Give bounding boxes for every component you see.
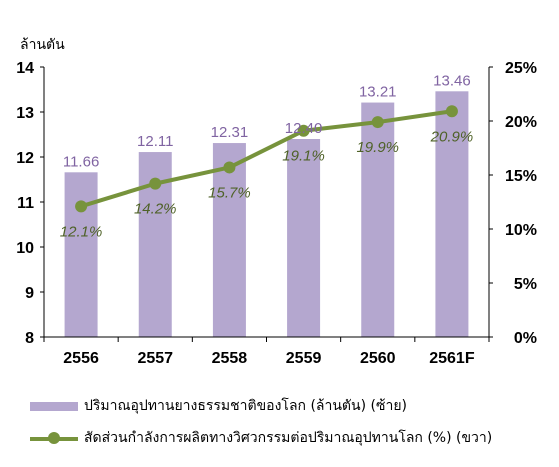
line-value-label: 19.1% — [282, 148, 325, 165]
bar-value-label: 13.46 — [433, 72, 471, 89]
y-right-tick-label: 20% — [505, 114, 537, 131]
line-value-label: 20.9% — [430, 128, 474, 145]
line-point-2560 — [371, 116, 384, 129]
y-right-tick-label: 10% — [505, 222, 537, 239]
x-tick-label: 2558 — [212, 350, 248, 367]
legend-line-label: สัดส่วนกำลังการผลิตทางวิศวกรรมต่อปริมาณอ… — [84, 430, 493, 446]
x-tick-label: 2561F — [429, 350, 475, 367]
legend-bar-swatch — [30, 401, 78, 411]
y-right-tick-label: 25% — [505, 60, 537, 77]
x-tick-label: 2556 — [63, 350, 99, 367]
line-value-label: 14.2% — [134, 201, 177, 218]
y-left-tick-label: 12 — [16, 150, 34, 167]
y-left-tick-label: 13 — [16, 105, 34, 122]
line-value-label: 15.7% — [208, 184, 251, 201]
y-right-tick-label: 5% — [514, 276, 537, 293]
y-right-tick-label: 15% — [505, 168, 537, 185]
bar-value-label: 12.40 — [285, 120, 323, 137]
line-point-2557 — [149, 177, 162, 190]
y-left-tick-label: 9 — [25, 285, 34, 302]
x-tick-label: 2559 — [286, 350, 322, 367]
y-left-tick-label: 10 — [16, 240, 34, 257]
bar-value-label: 12.11 — [137, 133, 173, 150]
y-axis-left-label: ล้านตัน — [20, 37, 65, 53]
line-point-2561F — [445, 105, 458, 118]
bar-value-label: 12.31 — [211, 124, 249, 141]
line-series — [80, 109, 453, 209]
y-left-tick-label: 8 — [25, 330, 34, 347]
bar-2560 — [361, 102, 395, 337]
bar-2556 — [64, 172, 98, 337]
bar-2561F — [435, 91, 469, 337]
legend-bar-label: ปริมาณอุปทานยางธรรมชาติของโลก (ล้านตัน) … — [84, 398, 407, 414]
line-point-2559 — [297, 124, 310, 137]
line-value-label: 12.1% — [60, 223, 103, 240]
line-value-label: 19.9% — [356, 139, 399, 156]
legend-line-swatch — [30, 431, 78, 445]
x-tick-label: 2557 — [137, 350, 173, 367]
bar-value-label: 13.21 — [359, 84, 397, 101]
y-right-tick-label: 0% — [514, 330, 537, 347]
x-tick-label: 2560 — [360, 350, 396, 367]
line-point-2558 — [223, 161, 236, 174]
bar-value-label: 11.66 — [63, 153, 99, 170]
bar-2558 — [212, 143, 246, 337]
line-point-2556 — [75, 200, 88, 213]
y-left-tick-label: 11 — [17, 195, 34, 212]
y-left-tick-label: 14 — [16, 60, 34, 77]
bar-2559 — [287, 139, 321, 337]
